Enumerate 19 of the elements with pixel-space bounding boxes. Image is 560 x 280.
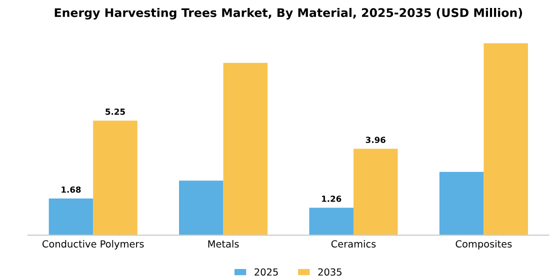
bar bbox=[354, 148, 398, 236]
data-label: 1.26 bbox=[322, 196, 342, 202]
bar bbox=[439, 172, 484, 236]
bar bbox=[484, 43, 528, 236]
data-label: 5.25 bbox=[106, 108, 125, 115]
x-tick-label: Ceramics bbox=[331, 240, 376, 248]
bar bbox=[93, 120, 138, 236]
bar bbox=[223, 62, 268, 236]
x-tick-label: Metals bbox=[208, 240, 239, 248]
legend-label: 2025 bbox=[254, 268, 278, 276]
chart-title: Energy Harvesting Trees Market, By Material, 2025-2035 (USD Million) bbox=[54, 8, 522, 20]
legend-label: 2035 bbox=[318, 268, 342, 276]
x-tick-label: Composites bbox=[456, 240, 512, 250]
bar bbox=[48, 198, 94, 236]
bar bbox=[179, 180, 224, 236]
data-label: 3.96 bbox=[366, 136, 386, 144]
x-tick-label: Conductive Polymers bbox=[42, 240, 144, 250]
data-label: 1.68 bbox=[62, 186, 81, 193]
bar bbox=[309, 208, 354, 236]
